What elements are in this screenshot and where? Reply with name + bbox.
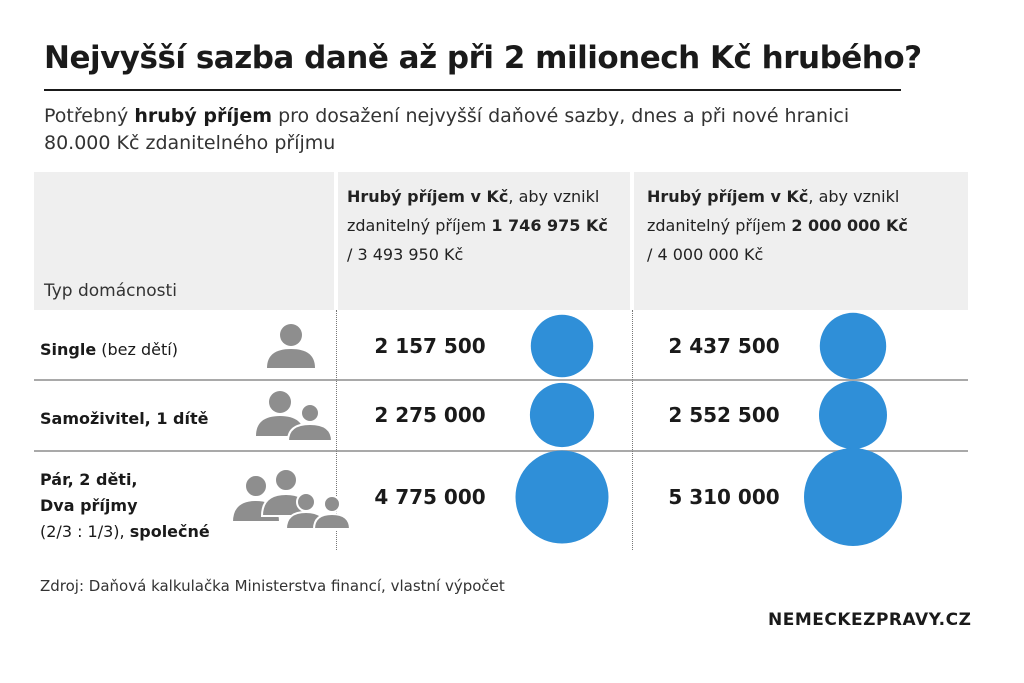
title-underline: [44, 89, 901, 91]
column-separator-2: [632, 310, 633, 550]
header-col2: Hrubý příjem v Kč, aby vznikl zdanitelný…: [647, 182, 908, 269]
bubble-s1-r1: [530, 314, 594, 378]
single-person-icon: [267, 324, 315, 368]
header-col1-text2: zdanitelný příjem: [347, 216, 492, 235]
header-col2-bold: Hrubý příjem v Kč: [647, 187, 809, 206]
header-col2-bold2: 2 000 000 Kč: [791, 216, 908, 235]
subtitle-bold: hrubý příjem: [134, 105, 273, 127]
value-label-s2-r3: 5 310 000: [668, 485, 780, 509]
value-label-s1-r2: 2 275 000: [374, 403, 486, 427]
value-label-s1-r1: 2 157 500: [374, 334, 486, 358]
header-col1: Hrubý příjem v Kč, aby vznikl zdanitelný…: [347, 182, 608, 269]
brand-logo-text[interactable]: NEMECKEZPRAVY.CZ: [768, 610, 972, 630]
parent-child-icon: [256, 391, 334, 442]
header-col2-text2: zdanitelný příjem: [647, 216, 792, 235]
header-col1-bold: Hrubý příjem v Kč: [347, 187, 509, 206]
row-label-family: Pár, 2 děti, Dva příjmy (2/3 : 1/3), spo…: [40, 467, 210, 545]
source-note: Zdroj: Daňová kalkulačka Ministerstva fi…: [40, 577, 505, 595]
header-col1-text3: / 3 493 950 Kč: [347, 245, 464, 264]
header-col1-text1: , aby vznikl: [508, 187, 600, 206]
value-label-s1-r3: 4 775 000: [374, 485, 486, 509]
row-label-single-parent: Samoživitel, 1 dítě: [40, 407, 208, 431]
row-label-single: Single (bez dětí): [40, 338, 178, 362]
family-icon: [230, 468, 352, 530]
row-label-single-parent-bold: Samoživitel, 1 dítě: [40, 409, 209, 428]
row-label-family-line3: (2/3 : 1/3),: [40, 522, 130, 541]
bubble-s2-r3: [804, 448, 902, 546]
column-separator-1: [336, 310, 337, 550]
header-col2-text1: , aby vznikl: [808, 187, 900, 206]
header-panel-col2: [634, 172, 968, 310]
row-divider-1: [34, 379, 968, 381]
bubble-s1-r2: [529, 382, 595, 448]
subtitle-part1: Potřebný: [44, 105, 135, 127]
header-col1-bold2: 1 746 975 Kč: [491, 216, 608, 235]
chart-title: Nejvyšší sazba daně až při 2 milionech K…: [44, 40, 922, 76]
value-label-s2-r2: 2 552 500: [668, 403, 780, 427]
row-divider-2: [34, 450, 968, 452]
row-label-family-line1: Pár, 2 děti,: [40, 470, 138, 489]
row-label-single-bold: Single: [40, 340, 97, 359]
bubble-s2-r1: [819, 312, 887, 380]
bubble-s1-r3: [515, 450, 609, 544]
header-panel-type: [34, 172, 334, 310]
header-type-label: Typ domácnosti: [44, 281, 177, 301]
header-panel-col1: [338, 172, 630, 310]
row-label-single-rest: (bez dětí): [96, 340, 178, 359]
header-col2-text3: / 4 000 000 Kč: [647, 245, 764, 264]
subtitle-part2: pro dosažení nejvyšší daňové sazby, dnes…: [272, 105, 850, 127]
chart-subtitle: Potřebný hrubý příjem pro dosažení nejvy…: [44, 103, 914, 157]
row-label-family-line3-bold: společné: [129, 522, 210, 541]
row-label-family-line2: Dva příjmy: [40, 496, 138, 515]
subtitle-line2: 80.000 Kč zdanitelného příjmu: [44, 132, 336, 154]
value-label-s2-r1: 2 437 500: [668, 334, 780, 358]
bubble-s2-r2: [819, 381, 887, 449]
